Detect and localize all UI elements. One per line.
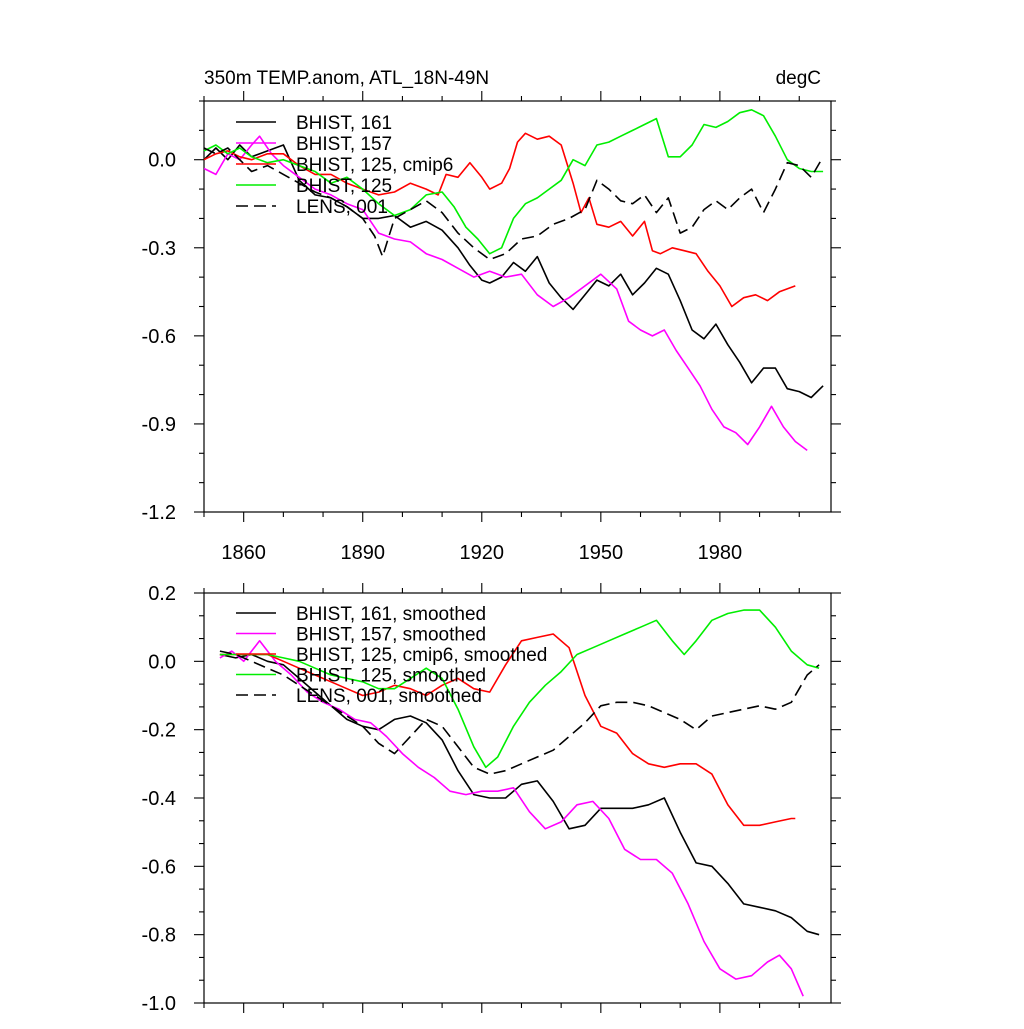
bottom-panel: 0.2 0.0 -0.2 -0.4 -0.6 -0.8 -1.0 BHIST, 161, sm… xyxy=(142,583,841,1015)
y-tick-label: -0.6 xyxy=(142,856,176,878)
series-line xyxy=(219,653,820,936)
series-line xyxy=(203,109,824,255)
legend-label: BHIST, 161 xyxy=(296,113,392,134)
y-tick-label: -0.9 xyxy=(142,414,176,436)
y-tick-label: 0.2 xyxy=(148,583,176,605)
series-line xyxy=(219,633,796,827)
legend-label: BHIST, 125, cmip6, smoothed xyxy=(296,645,547,666)
series-line xyxy=(219,609,820,769)
top-chart-units: degC xyxy=(776,68,821,89)
legend-label: BHIST, 125 xyxy=(296,176,392,197)
y-tick-label: -1.0 xyxy=(142,993,176,1015)
legend-label: LENS, 001 xyxy=(296,197,388,218)
y-tick-label: -0.2 xyxy=(142,720,176,742)
legend-label: LENS, 001, smoothed xyxy=(296,686,482,707)
y-tick-label: -0.3 xyxy=(142,238,176,260)
series-line xyxy=(219,639,804,997)
series-line xyxy=(203,135,808,452)
x-tick-label: 1950 xyxy=(579,542,624,564)
y-tick-label: 0.0 xyxy=(148,150,176,172)
series-line xyxy=(203,144,824,399)
top-chart-title: 350m TEMP.anom, ATL_18N-49N xyxy=(204,68,489,89)
x-tick-label: 1860 xyxy=(221,542,266,564)
y-tick-label: -0.8 xyxy=(142,925,176,947)
x-tick-label: 1920 xyxy=(460,542,505,564)
legend-label: BHIST, 125, cmip6 xyxy=(296,155,453,176)
series-line xyxy=(219,650,820,775)
series-line xyxy=(203,147,824,261)
y-tick-label: -0.4 xyxy=(142,788,176,810)
legend-label: BHIST, 161, smoothed xyxy=(296,604,486,625)
x-tick-label: 1890 xyxy=(340,542,385,564)
x-tick-label: 1980 xyxy=(698,542,743,564)
y-tick-label: -1.2 xyxy=(142,502,176,524)
top-panel: 1860 1890 1920 1950 1980 0.0 -0.3 -0.6 -0.9 -1.2 B… xyxy=(142,91,841,564)
legend-label: BHIST, 157, smoothed xyxy=(296,625,486,646)
y-tick-label: -0.6 xyxy=(142,326,176,348)
legend-label: BHIST, 157 xyxy=(296,134,392,155)
legend-label: BHIST, 125, smoothed xyxy=(296,666,486,687)
y-tick-label: 0.0 xyxy=(148,651,176,673)
